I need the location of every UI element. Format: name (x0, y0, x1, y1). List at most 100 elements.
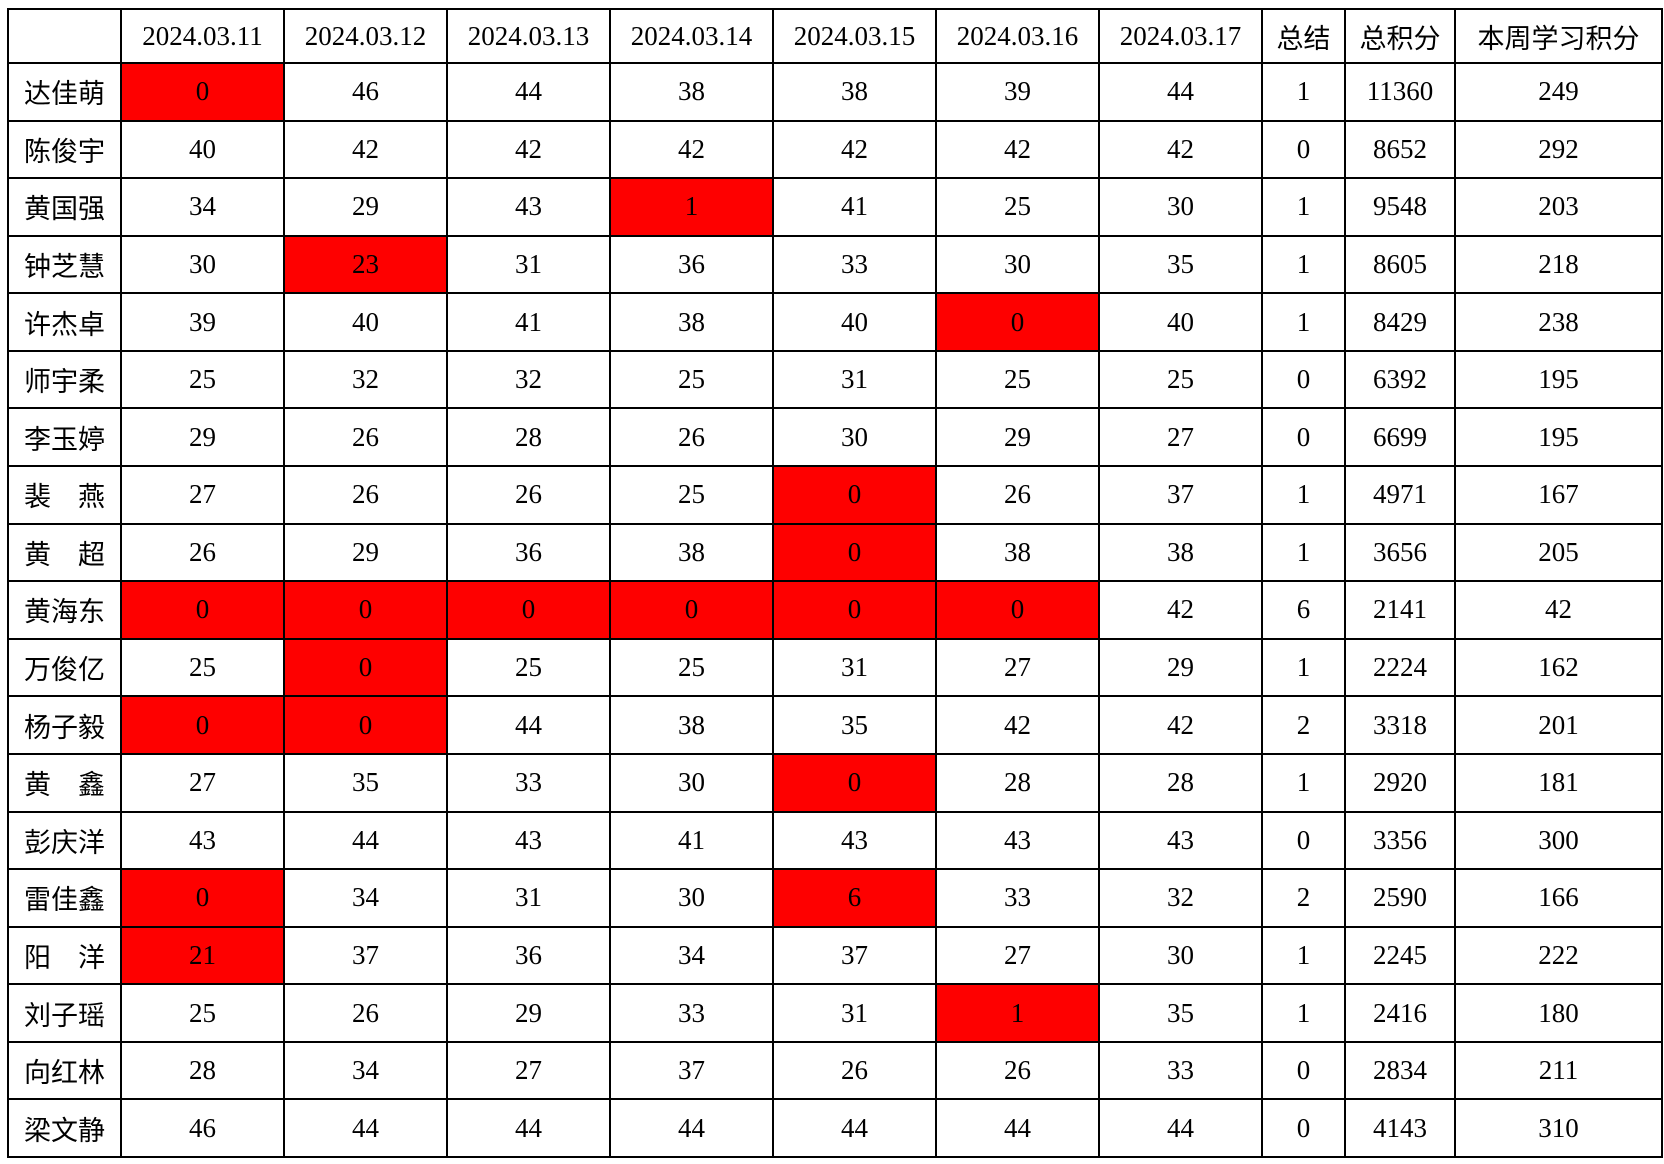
week-points-cell: 211 (1454, 1040, 1663, 1101)
day-score-cell: 43 (1098, 810, 1263, 871)
summary-count-cell: 2 (1261, 868, 1346, 928)
header-row: 2024.03.11 2024.03.12 2024.03.13 2024.03.14… (7, 8, 1663, 64)
day-score-cell: 33 (1098, 1040, 1263, 1101)
day-score-cell: 42 (1098, 580, 1263, 640)
column-header-d4: 2024.03.14 (609, 8, 774, 64)
day-score-cell: 41 (772, 177, 937, 237)
day-score-cell: 27 (120, 465, 285, 525)
total-points-cell: 3656 (1344, 522, 1456, 583)
summary-count-cell: 0 (1261, 810, 1346, 871)
day-score-cell: 25 (609, 349, 774, 410)
day-score-cell: 39 (935, 62, 1100, 122)
week-points-cell: 195 (1454, 407, 1663, 468)
total-points-cell: 3318 (1344, 695, 1456, 755)
day-score-cell: 38 (1098, 522, 1263, 583)
day-score-cell-flagged: 0 (772, 580, 937, 640)
summary-count-cell: 1 (1261, 234, 1346, 295)
day-score-cell-flagged: 0 (283, 695, 448, 755)
day-score-cell: 26 (935, 1040, 1100, 1101)
column-header-summary: 总结 (1261, 8, 1346, 64)
week-points-cell: 300 (1454, 810, 1663, 871)
week-points-cell: 167 (1454, 465, 1663, 525)
week-points-cell: 222 (1454, 925, 1663, 986)
day-score-cell: 42 (283, 119, 448, 180)
week-points-cell: 292 (1454, 119, 1663, 180)
day-score-cell: 25 (935, 349, 1100, 410)
day-score-cell-flagged: 23 (283, 234, 448, 295)
day-score-cell-flagged: 6 (772, 868, 937, 928)
day-score-cell: 35 (283, 752, 448, 813)
table-row: 彭庆洋 43 44 43 41 43 43 43 0 3356 300 (7, 810, 1663, 871)
summary-count-cell: 1 (1261, 637, 1346, 698)
day-score-cell: 26 (935, 465, 1100, 525)
student-name: 黄 超 (7, 522, 122, 583)
day-score-cell: 44 (609, 1098, 774, 1158)
day-score-cell: 38 (935, 522, 1100, 583)
week-points-cell: 181 (1454, 752, 1663, 813)
total-points-cell: 6699 (1344, 407, 1456, 468)
day-score-cell: 43 (935, 810, 1100, 871)
day-score-cell: 41 (609, 810, 774, 871)
table-row: 梁文静 46 44 44 44 44 44 44 0 4143 310 (7, 1098, 1663, 1158)
summary-count-cell: 1 (1261, 983, 1346, 1043)
day-score-cell: 42 (935, 119, 1100, 180)
column-header-d5: 2024.03.15 (772, 8, 937, 64)
day-score-cell: 30 (609, 868, 774, 928)
day-score-cell: 28 (446, 407, 611, 468)
day-score-cell-flagged: 0 (120, 62, 285, 122)
day-score-cell: 44 (283, 1098, 448, 1158)
day-score-cell: 33 (935, 868, 1100, 928)
week-points-cell: 249 (1454, 62, 1663, 122)
column-header-d7: 2024.03.17 (1098, 8, 1263, 64)
day-score-cell: 25 (120, 983, 285, 1043)
day-score-cell-flagged: 0 (283, 580, 448, 640)
day-score-cell: 42 (772, 119, 937, 180)
student-name: 向红林 (7, 1040, 122, 1101)
day-score-cell: 38 (609, 62, 774, 122)
week-points-cell: 166 (1454, 868, 1663, 928)
total-points-cell: 8605 (1344, 234, 1456, 295)
day-score-cell: 30 (772, 407, 937, 468)
summary-count-cell: 0 (1261, 1098, 1346, 1158)
week-points-cell: 162 (1454, 637, 1663, 698)
day-score-cell: 44 (772, 1098, 937, 1158)
table-row: 黄 超 26 29 36 38 0 38 38 1 3656 205 (7, 522, 1663, 583)
day-score-cell: 44 (446, 695, 611, 755)
column-header-d3: 2024.03.13 (446, 8, 611, 64)
column-header-d6: 2024.03.16 (935, 8, 1100, 64)
summary-count-cell: 1 (1261, 292, 1346, 352)
table-row: 阳 洋 21 37 36 34 37 27 30 1 2245 222 (7, 925, 1663, 986)
day-score-cell: 37 (772, 925, 937, 986)
week-points-cell: 205 (1454, 522, 1663, 583)
student-name: 钟芝慧 (7, 234, 122, 295)
day-score-cell: 35 (772, 695, 937, 755)
week-points-cell: 180 (1454, 983, 1663, 1043)
student-name: 万俊亿 (7, 637, 122, 698)
week-points-cell: 42 (1454, 580, 1663, 640)
student-name: 黄国强 (7, 177, 122, 237)
table-row: 裴 燕 27 26 26 25 0 26 37 1 4971 167 (7, 465, 1663, 525)
summary-count-cell: 0 (1261, 349, 1346, 410)
day-score-cell: 26 (120, 522, 285, 583)
day-score-cell-flagged: 0 (772, 752, 937, 813)
day-score-cell: 46 (120, 1098, 285, 1158)
day-score-cell: 44 (283, 810, 448, 871)
day-score-cell: 42 (935, 695, 1100, 755)
day-score-cell: 44 (935, 1098, 1100, 1158)
day-score-cell: 32 (283, 349, 448, 410)
day-score-cell: 40 (1098, 292, 1263, 352)
day-score-cell: 38 (609, 292, 774, 352)
day-score-cell: 44 (1098, 62, 1263, 122)
student-name: 刘子瑶 (7, 983, 122, 1043)
table-row: 黄海东 0 0 0 0 0 0 42 6 2141 42 (7, 580, 1663, 640)
table-row: 达佳萌 0 46 44 38 38 39 44 1 11360 249 (7, 62, 1663, 122)
day-score-cell: 30 (1098, 925, 1263, 986)
student-name: 李玉婷 (7, 407, 122, 468)
table-row: 陈俊宇 40 42 42 42 42 42 42 0 8652 292 (7, 119, 1663, 180)
total-points-cell: 2834 (1344, 1040, 1456, 1101)
day-score-cell-flagged: 0 (446, 580, 611, 640)
total-points-cell: 2590 (1344, 868, 1456, 928)
day-score-cell: 29 (1098, 637, 1263, 698)
total-points-cell: 8429 (1344, 292, 1456, 352)
